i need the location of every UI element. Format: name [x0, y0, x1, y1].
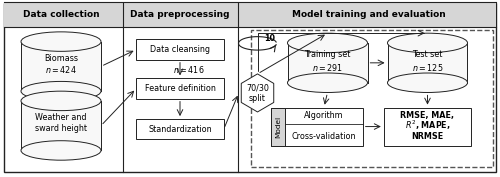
- Ellipse shape: [21, 141, 101, 160]
- Text: sward height: sward height: [35, 124, 87, 133]
- Ellipse shape: [288, 33, 368, 53]
- Text: Training set: Training set: [304, 50, 350, 59]
- Ellipse shape: [388, 33, 468, 53]
- Text: $n = 125$: $n = 125$: [412, 62, 443, 73]
- Bar: [388, 43, 468, 83]
- Text: Standardization: Standardization: [148, 125, 212, 134]
- Bar: [288, 43, 368, 83]
- Bar: [21, 42, 101, 91]
- Text: Feature definition: Feature definition: [144, 84, 216, 93]
- Text: Data preprocessing: Data preprocessing: [130, 10, 230, 19]
- Bar: [384, 108, 471, 145]
- Ellipse shape: [388, 73, 468, 93]
- Text: $n = 416$: $n = 416$: [173, 64, 205, 75]
- Text: Cross-validation: Cross-validation: [292, 132, 356, 141]
- Text: Algorithm: Algorithm: [304, 111, 344, 119]
- Bar: [251, 30, 492, 167]
- Ellipse shape: [21, 91, 101, 111]
- Text: Biomass: Biomass: [44, 54, 78, 63]
- Text: NRMSE: NRMSE: [412, 132, 444, 141]
- Ellipse shape: [288, 73, 368, 93]
- Text: Model: Model: [275, 116, 281, 138]
- Text: Model training and evaluation: Model training and evaluation: [292, 10, 446, 19]
- Bar: [21, 101, 101, 150]
- Text: Test set: Test set: [412, 50, 442, 59]
- Text: $n = 291$: $n = 291$: [312, 62, 343, 73]
- Bar: [4, 2, 496, 27]
- Bar: [136, 39, 224, 60]
- Text: Data cleansing: Data cleansing: [150, 45, 210, 54]
- Text: 70/30: 70/30: [246, 83, 269, 92]
- Text: Data collection: Data collection: [23, 10, 100, 19]
- Bar: [136, 78, 224, 99]
- Bar: [271, 108, 363, 145]
- Polygon shape: [242, 74, 274, 112]
- Text: $n = 424$: $n = 424$: [45, 64, 77, 75]
- Text: 10: 10: [264, 35, 276, 43]
- Text: RMSE, MAE,: RMSE, MAE,: [400, 111, 454, 119]
- Text: split: split: [249, 94, 266, 103]
- Ellipse shape: [21, 32, 101, 51]
- Ellipse shape: [21, 81, 101, 101]
- Text: Weather and: Weather and: [35, 113, 87, 122]
- Bar: [271, 108, 285, 145]
- Bar: [136, 119, 224, 139]
- Text: $R^2$, MAPE,: $R^2$, MAPE,: [404, 118, 450, 132]
